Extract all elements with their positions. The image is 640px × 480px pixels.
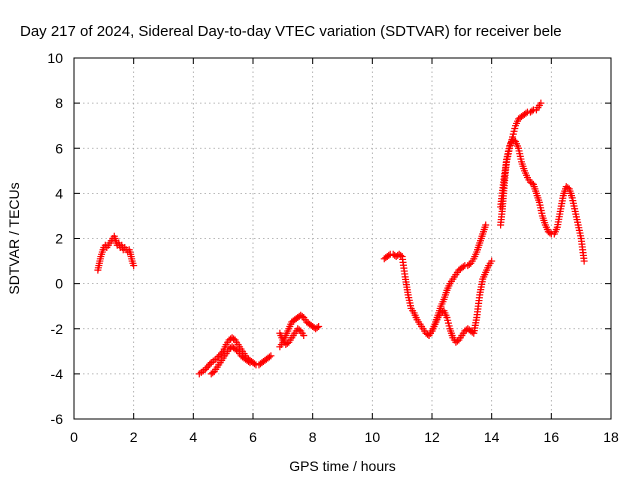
- data-points: [94, 99, 588, 378]
- y-tick-label: 8: [55, 95, 63, 111]
- x-tick-label: 8: [309, 429, 317, 445]
- y-tick-labels: -6 -4 -2 0 2 4 6 8 10: [47, 50, 63, 427]
- data-point: [130, 262, 138, 270]
- y-tick-label: -2: [51, 321, 64, 337]
- x-tick-label: 0: [70, 429, 78, 445]
- x-tick-label: 14: [484, 429, 500, 445]
- series-segment-3: [207, 343, 257, 378]
- y-tick-label: 6: [55, 140, 63, 156]
- data-point: [537, 99, 545, 107]
- y-tick-label: 2: [55, 231, 63, 247]
- data-point: [230, 335, 238, 343]
- data-point: [233, 346, 241, 354]
- y-tick-label: 10: [47, 50, 63, 66]
- data-point: [215, 352, 223, 360]
- data-point: [385, 251, 393, 259]
- x-tick-label: 4: [189, 429, 197, 445]
- data-point: [313, 324, 321, 332]
- data-point: [209, 369, 217, 377]
- data-point: [249, 359, 257, 367]
- data-point: [201, 365, 209, 373]
- data-point: [216, 351, 224, 359]
- x-tick-label: 10: [365, 429, 381, 445]
- data-point: [245, 357, 253, 365]
- data-point: [315, 322, 323, 330]
- data-point: [453, 337, 461, 345]
- series-segment-5: [276, 325, 308, 349]
- plot-frame: [73, 57, 612, 420]
- y-tick-label: -4: [51, 366, 64, 382]
- data-point: [580, 257, 588, 265]
- data-point: [424, 330, 432, 338]
- y-tick-label: 0: [55, 276, 63, 292]
- series-segment-4: [276, 311, 323, 351]
- data-point: [488, 257, 496, 265]
- series-segment-7: [425, 221, 490, 340]
- data-point: [298, 312, 306, 320]
- data-point: [459, 263, 467, 271]
- x-tick-label: 2: [130, 429, 138, 445]
- data-point: [465, 260, 473, 268]
- data-point: [267, 352, 275, 360]
- y-tick-label: 4: [55, 185, 63, 201]
- data-point: [295, 326, 303, 334]
- data-point: [250, 360, 258, 368]
- x-tick-label: 18: [603, 429, 619, 445]
- series-segment-9: [497, 135, 588, 265]
- grid: [74, 58, 611, 419]
- data-point: [283, 339, 291, 347]
- data-point: [265, 353, 273, 361]
- x-tick-label: 6: [249, 429, 257, 445]
- data-point: [528, 107, 536, 115]
- data-point: [546, 229, 554, 237]
- series-segment-1: [94, 232, 138, 274]
- data-point: [482, 221, 490, 229]
- y-axis-label: SDTVAR / TECUs: [6, 182, 22, 294]
- data-point: [203, 364, 211, 372]
- series-segment-6: [380, 250, 496, 346]
- series-segment-2: [195, 334, 275, 378]
- data-point: [206, 360, 214, 368]
- x-axis-label: GPS time / hours: [289, 458, 396, 474]
- x-tick-labels: 0 2 4 6 8 10 12 14 16 18: [70, 429, 619, 445]
- data-point: [213, 354, 221, 362]
- data-point: [300, 332, 308, 340]
- data-point: [522, 109, 530, 117]
- chart-title: Day 217 of 2024, Sidereal Day-to-day VTE…: [20, 23, 562, 40]
- y-tick-label: -6: [51, 411, 64, 427]
- data-point: [204, 362, 212, 370]
- x-tick-label: 12: [424, 429, 440, 445]
- x-tick-label: 16: [544, 429, 560, 445]
- data-point: [397, 251, 405, 259]
